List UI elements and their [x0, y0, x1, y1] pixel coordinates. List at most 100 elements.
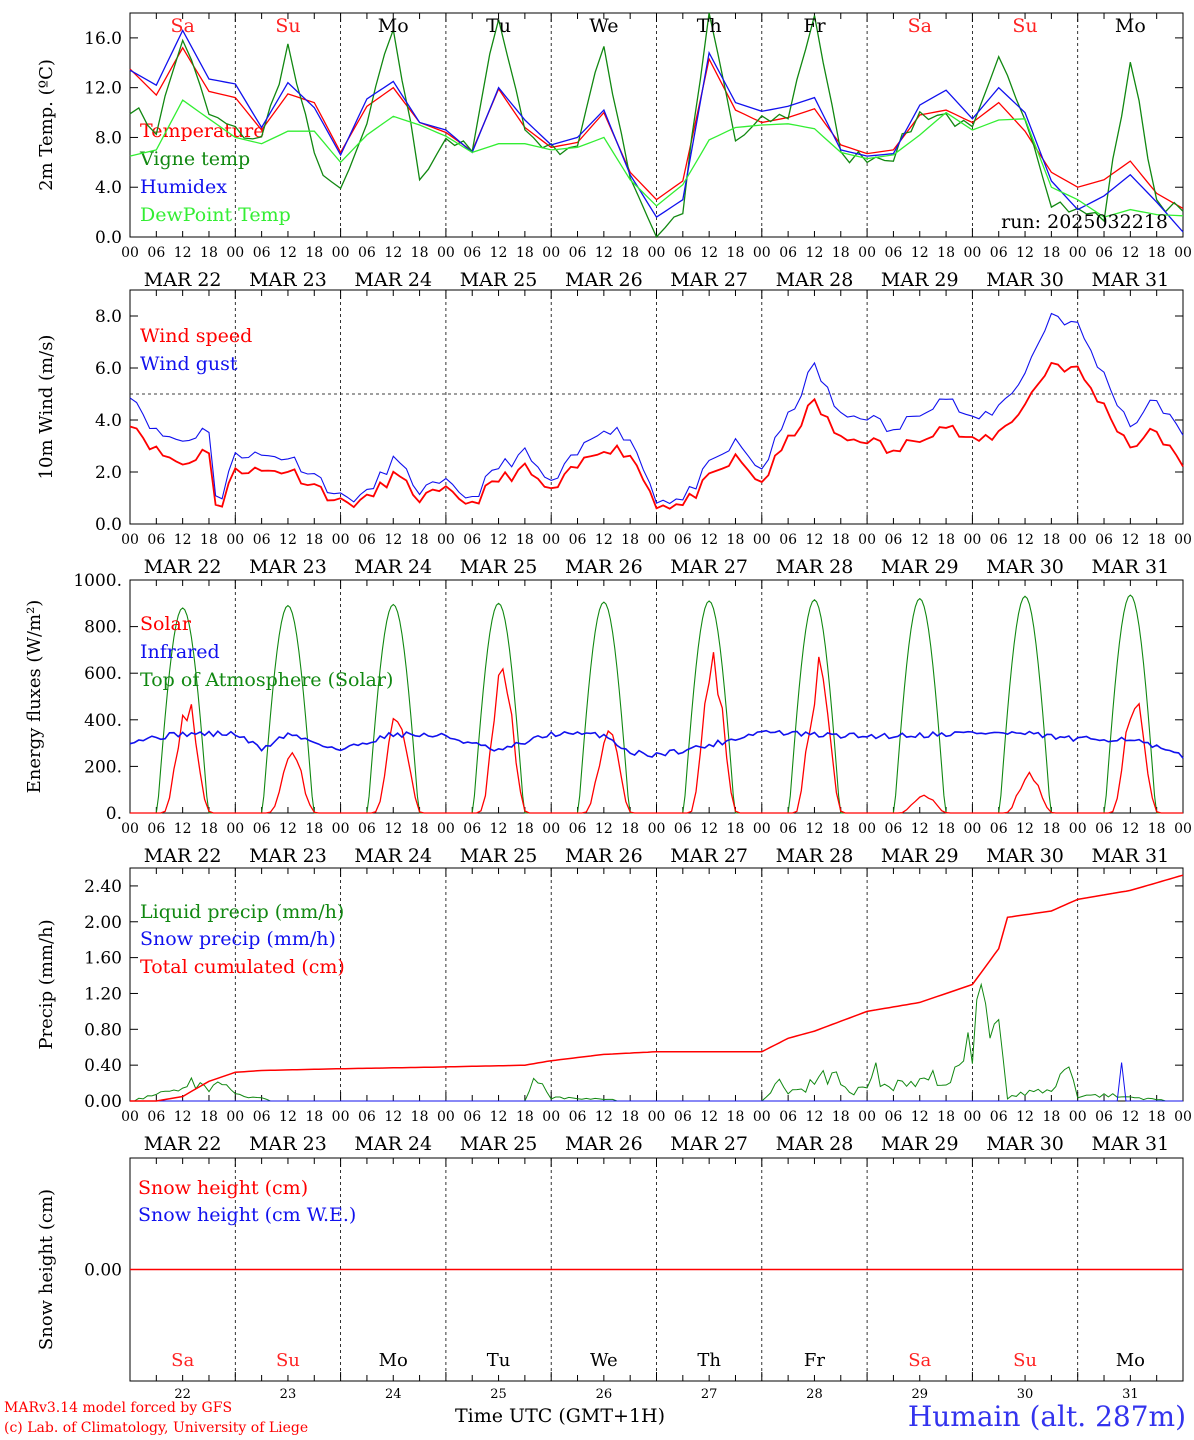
x-hour-label: 00 — [1174, 532, 1192, 548]
station-title: Humain (alt. 287m) — [907, 1400, 1186, 1433]
x-hour-label: 06 — [1095, 532, 1113, 548]
x-date-label: MAR 25 — [460, 1133, 538, 1155]
x-hour-label: 06 — [358, 1109, 376, 1125]
y-tick-label: 12.0 — [84, 79, 122, 99]
x-hour-label: 18 — [411, 532, 429, 548]
y-axis-title: 10m Wind (m/s) — [36, 335, 57, 480]
x-hour-label: 00 — [1069, 532, 1087, 548]
x-hour-label: 00 — [1069, 821, 1087, 837]
x-hour-label: 12 — [911, 1109, 929, 1125]
x-hour-label: 06 — [463, 245, 481, 261]
x-hour-label: 12 — [911, 245, 929, 261]
x-hour-label: 00 — [226, 245, 244, 261]
x-hour-label: 00 — [963, 1109, 981, 1125]
x-hour-label: 12 — [700, 245, 718, 261]
x-hour-label: 00 — [332, 532, 350, 548]
x-hour-label: 00 — [437, 821, 455, 837]
x-hour-label: 06 — [885, 1109, 903, 1125]
x-hour-label: 18 — [200, 245, 218, 261]
x-date-label: MAR 31 — [1091, 845, 1169, 867]
x-hour-label: 00 — [753, 821, 771, 837]
x-hour-label: 06 — [463, 821, 481, 837]
y-tick-label: 0.80 — [84, 1020, 122, 1040]
day-number-label: 29 — [911, 1387, 928, 1402]
y-tick-label: 2.00 — [84, 913, 122, 933]
x-hour-label: 12 — [490, 245, 508, 261]
x-date-label: MAR 24 — [354, 845, 432, 867]
weekday-label: We — [589, 15, 618, 37]
x-hour-label: 06 — [358, 245, 376, 261]
x-hour-label: 00 — [858, 1109, 876, 1125]
x-hour-label: 06 — [569, 1109, 587, 1125]
x-hour-label: 06 — [990, 532, 1008, 548]
x-date-label: MAR 28 — [776, 845, 854, 867]
x-hour-label: 18 — [411, 1109, 429, 1125]
y-tick-label: 0.00 — [84, 1092, 122, 1112]
x-hour-label: 12 — [174, 245, 192, 261]
x-hour-label: 18 — [1042, 821, 1060, 837]
y-tick-label: 200. — [84, 757, 122, 777]
weekday-label: Mo — [379, 1350, 408, 1371]
x-hour-label: 00 — [226, 821, 244, 837]
x-hour-label: 12 — [1016, 532, 1034, 548]
day-number-label: 25 — [490, 1387, 507, 1402]
x-hour-label: 12 — [595, 821, 613, 837]
x-hour-label: 06 — [885, 821, 903, 837]
x-hour-label: 00 — [963, 821, 981, 837]
x-date-label: MAR 27 — [670, 845, 748, 867]
x-date-label: MAR 25 — [460, 556, 538, 578]
day-number-label: 28 — [806, 1387, 823, 1402]
weekday-label: Su — [275, 15, 300, 37]
x-hour-label: 18 — [937, 1109, 955, 1125]
x-date-label: MAR 24 — [354, 269, 432, 291]
legend-label: Solar — [140, 613, 192, 635]
x-date-label: MAR 31 — [1091, 556, 1169, 578]
legend-label: Top of Atmosphere (Solar) — [140, 669, 393, 691]
x-hour-label: 12 — [806, 245, 824, 261]
x-hour-label: 12 — [279, 821, 297, 837]
weekday-label: Th — [697, 15, 722, 37]
x-hour-label: 06 — [674, 821, 692, 837]
legend-label: Vigne temp — [139, 148, 250, 170]
x-hour-label: 06 — [147, 821, 165, 837]
x-hour-label: 18 — [727, 821, 745, 837]
day-number-label: 27 — [701, 1387, 718, 1402]
x-hour-label: 12 — [1121, 821, 1139, 837]
x-hour-label: 12 — [700, 1109, 718, 1125]
x-hour-label: 06 — [779, 532, 797, 548]
x-hour-label: 00 — [1069, 245, 1087, 261]
weekday-label: Su — [276, 1350, 300, 1371]
x-hour-label: 12 — [1016, 821, 1034, 837]
x-hour-label: 18 — [621, 245, 639, 261]
x-hour-label: 18 — [937, 821, 955, 837]
y-tick-label: 800. — [84, 618, 122, 638]
x-date-label: MAR 28 — [776, 269, 854, 291]
x-hour-label: 12 — [1121, 532, 1139, 548]
x-hour-label: 00 — [437, 532, 455, 548]
x-hour-label: 18 — [516, 1109, 534, 1125]
day-number-label: 26 — [596, 1387, 613, 1402]
x-hour-label: 18 — [621, 532, 639, 548]
y-axis-title: Snow height (cm) — [36, 1189, 57, 1350]
x-hour-label: 12 — [174, 1109, 192, 1125]
legend-label: Snow precip (mm/h) — [140, 928, 336, 950]
legend-label: Liquid precip (mm/h) — [140, 901, 344, 923]
x-hour-label: 00 — [226, 1109, 244, 1125]
y-tick-label: 0.00 — [84, 1261, 122, 1281]
x-hour-label: 00 — [332, 245, 350, 261]
x-hour-label: 18 — [1148, 821, 1166, 837]
x-hour-label: 00 — [542, 1109, 560, 1125]
weekday-label: Sa — [170, 15, 194, 37]
x-hour-label: 18 — [305, 245, 323, 261]
x-hour-label: 06 — [358, 821, 376, 837]
x-date-label: MAR 25 — [460, 269, 538, 291]
legend-label: Wind gust — [140, 353, 238, 375]
x-hour-label: 00 — [121, 245, 139, 261]
weekday-label: Sa — [171, 1350, 194, 1371]
credit-model: MARv3.14 model forced by GFS — [4, 1400, 233, 1416]
x-hour-label: 00 — [753, 1109, 771, 1125]
x-hour-label: 12 — [700, 821, 718, 837]
x-date-label: MAR 23 — [249, 269, 327, 291]
y-tick-label: 2.40 — [84, 877, 122, 897]
x-date-label: MAR 27 — [670, 556, 748, 578]
